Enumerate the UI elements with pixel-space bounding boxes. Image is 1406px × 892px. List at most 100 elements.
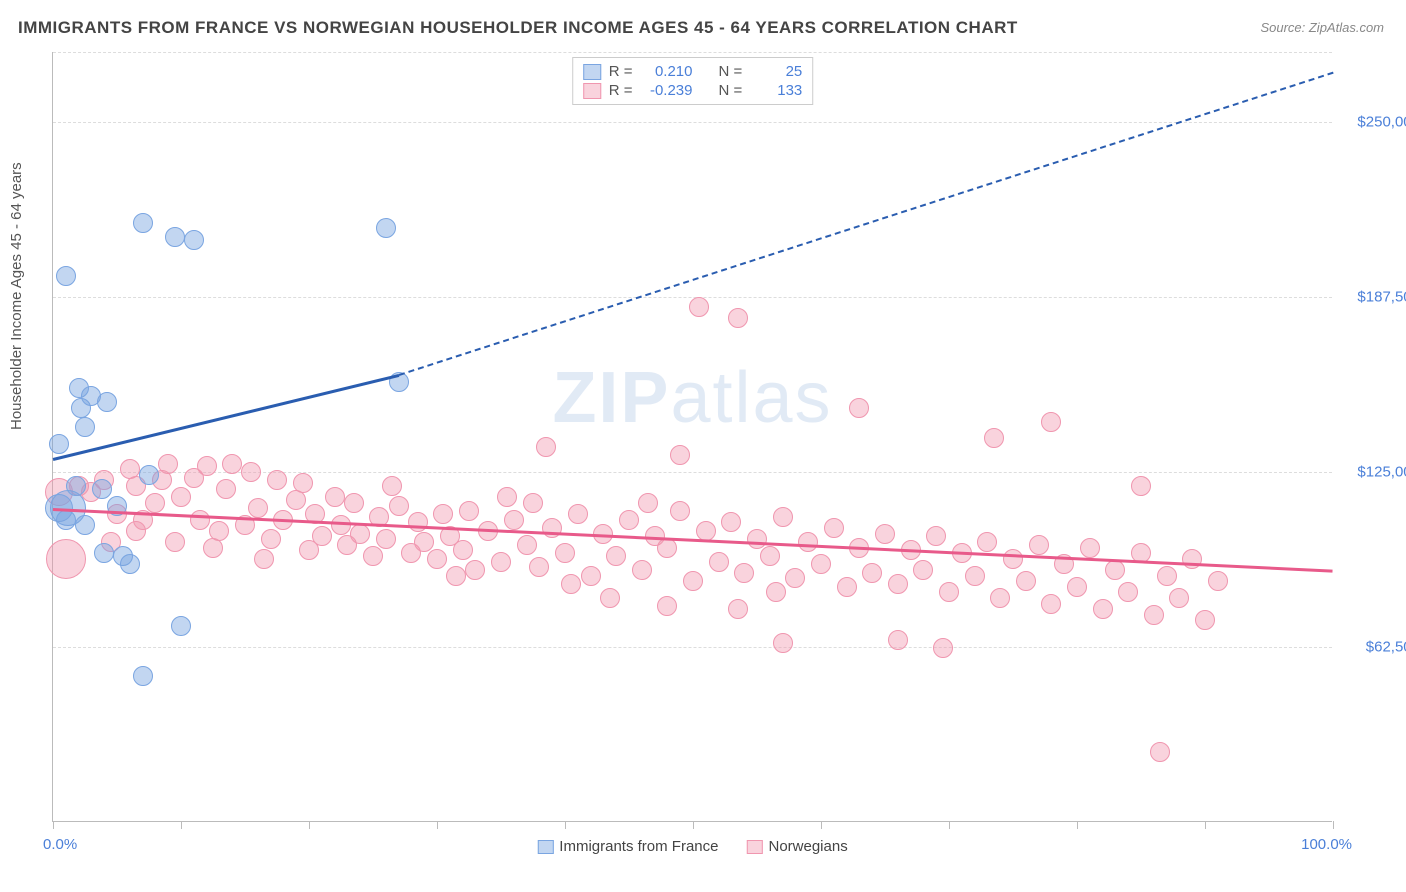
- y-axis-label: Householder Income Ages 45 - 64 years: [8, 162, 25, 430]
- watermark: ZIPatlas: [552, 357, 832, 439]
- x-tick: [565, 821, 566, 829]
- data-point-norwegians: [862, 563, 882, 583]
- data-point-norwegians: [312, 526, 332, 546]
- data-point-norwegians: [331, 515, 351, 535]
- data-point-norwegians: [965, 566, 985, 586]
- data-point-norwegians: [261, 529, 281, 549]
- data-point-norwegians: [728, 308, 748, 328]
- data-point-norwegians: [267, 470, 287, 490]
- data-point-norwegians: [773, 507, 793, 527]
- data-point-norwegians: [606, 546, 626, 566]
- data-point-france: [133, 666, 153, 686]
- watermark-light: atlas: [670, 358, 832, 438]
- stats-r-norwegians: -0.239: [641, 82, 693, 99]
- data-point-norwegians: [427, 549, 447, 569]
- stats-row-france: R = 0.210 N = 25: [583, 62, 803, 81]
- trend-line: [53, 508, 1333, 572]
- data-point-norwegians: [773, 633, 793, 653]
- stats-n-label-2: N =: [719, 82, 743, 99]
- data-point-norwegians: [529, 557, 549, 577]
- data-point-norwegians: [913, 560, 933, 580]
- chart-title: IMMIGRANTS FROM FRANCE VS NORWEGIAN HOUS…: [18, 18, 1018, 38]
- data-point-norwegians: [638, 493, 658, 513]
- data-point-norwegians: [325, 487, 345, 507]
- data-point-norwegians: [491, 552, 511, 572]
- data-point-norwegians: [1118, 582, 1138, 602]
- data-point-norwegians: [728, 599, 748, 619]
- data-point-norwegians: [254, 549, 274, 569]
- data-point-norwegians: [977, 532, 997, 552]
- x-tick: [693, 821, 694, 829]
- data-point-norwegians: [568, 504, 588, 524]
- data-point-norwegians: [939, 582, 959, 602]
- gridline-h: [53, 52, 1332, 53]
- data-point-norwegians: [1080, 538, 1100, 558]
- y-tick-label: $62,500: [1340, 639, 1406, 656]
- data-point-norwegians: [203, 538, 223, 558]
- data-point-norwegians: [581, 566, 601, 586]
- trend-line-dashed: [398, 72, 1333, 376]
- swatch-norwegians: [583, 83, 601, 99]
- data-point-norwegians: [632, 560, 652, 580]
- data-point-norwegians: [1131, 476, 1151, 496]
- data-point-norwegians: [1182, 549, 1202, 569]
- data-point-norwegians: [1208, 571, 1228, 591]
- data-point-norwegians: [555, 543, 575, 563]
- x-tick: [1205, 821, 1206, 829]
- data-point-norwegians: [1169, 588, 1189, 608]
- data-point-norwegians: [670, 501, 690, 521]
- x-tick: [437, 821, 438, 829]
- data-point-norwegians: [1105, 560, 1125, 580]
- data-point-norwegians: [824, 518, 844, 538]
- data-point-norwegians: [171, 487, 191, 507]
- trend-line: [53, 374, 399, 460]
- data-point-norwegians: [344, 493, 364, 513]
- data-point-norwegians: [145, 493, 165, 513]
- data-point-norwegians: [197, 456, 217, 476]
- data-point-norwegians: [1029, 535, 1049, 555]
- data-point-norwegians: [561, 574, 581, 594]
- stats-row-norwegians: R = -0.239 N = 133: [583, 81, 803, 100]
- data-point-norwegians: [46, 539, 86, 579]
- data-point-norwegians: [760, 546, 780, 566]
- legend-label-france: Immigrants from France: [559, 838, 718, 855]
- data-point-france: [56, 510, 76, 530]
- data-point-france: [184, 230, 204, 250]
- data-point-norwegians: [158, 454, 178, 474]
- data-point-norwegians: [382, 476, 402, 496]
- data-point-norwegians: [389, 496, 409, 516]
- stats-r-france: 0.210: [641, 63, 693, 80]
- source-attribution: Source: ZipAtlas.com: [1260, 20, 1384, 35]
- legend-swatch-france: [537, 840, 553, 854]
- watermark-bold: ZIP: [552, 358, 670, 438]
- data-point-norwegians: [165, 532, 185, 552]
- plot-area: ZIPatlas R = 0.210 N = 25 R = -0.239 N =…: [52, 52, 1332, 822]
- data-point-norwegians: [849, 398, 869, 418]
- data-point-norwegians: [600, 588, 620, 608]
- data-point-norwegians: [517, 535, 537, 555]
- x-tick: [181, 821, 182, 829]
- data-point-france: [376, 218, 396, 238]
- data-point-norwegians: [523, 493, 543, 513]
- data-point-norwegians: [798, 532, 818, 552]
- data-point-norwegians: [657, 596, 677, 616]
- data-point-norwegians: [683, 571, 703, 591]
- data-point-norwegians: [1041, 412, 1061, 432]
- data-point-norwegians: [1195, 610, 1215, 630]
- stats-n-label: N =: [719, 63, 743, 80]
- data-point-norwegians: [536, 437, 556, 457]
- data-point-france: [171, 616, 191, 636]
- data-point-norwegians: [721, 512, 741, 532]
- data-point-norwegians: [670, 445, 690, 465]
- data-point-france: [165, 227, 185, 247]
- data-point-norwegians: [1016, 571, 1036, 591]
- legend-item-norwegians: Norwegians: [746, 838, 847, 855]
- data-point-norwegians: [350, 524, 370, 544]
- x-tick: [1077, 821, 1078, 829]
- data-point-norwegians: [990, 588, 1010, 608]
- data-point-norwegians: [363, 546, 383, 566]
- data-point-norwegians: [222, 454, 242, 474]
- data-point-norwegians: [433, 504, 453, 524]
- data-point-france: [75, 515, 95, 535]
- legend-item-france: Immigrants from France: [537, 838, 718, 855]
